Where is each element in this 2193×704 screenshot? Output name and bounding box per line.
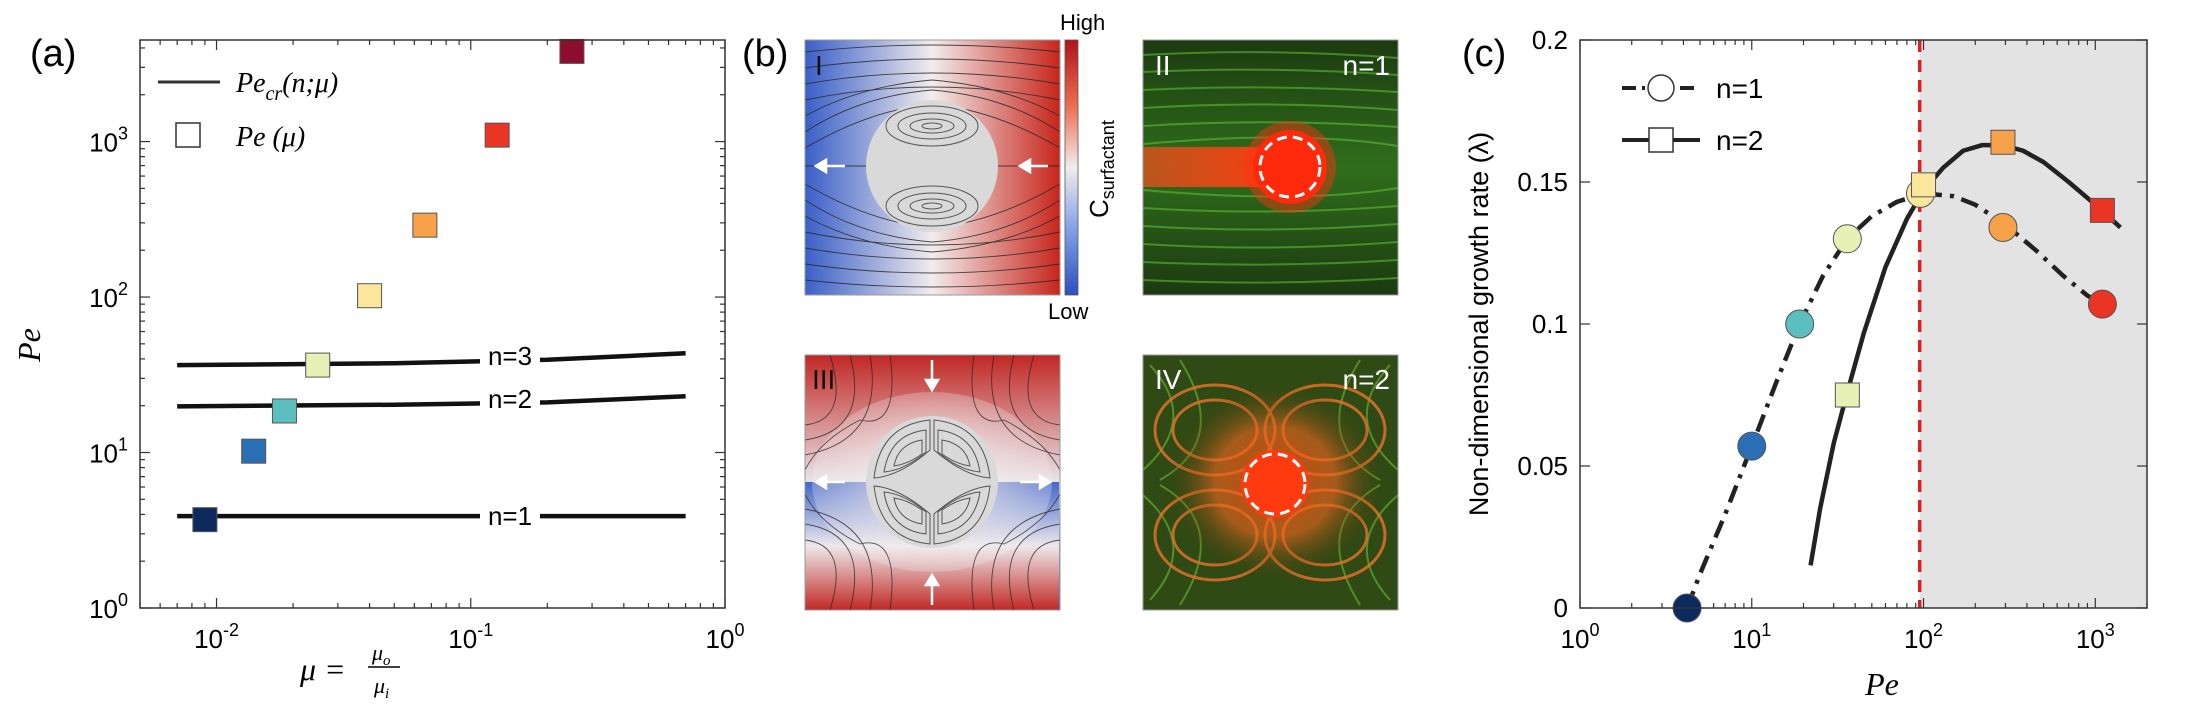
panel-c-ytick-label: 0.05 [1517,451,1568,481]
growth-marker-n2 [1990,129,2016,155]
pe-marker [484,122,510,148]
critical-curve-label: n=1 [488,501,532,531]
panel-c-ytick-label: 0.2 [1532,25,1568,55]
panel-a-critical-curves: n=1 n=2 n=3 [177,341,686,531]
panel-c-ytick-label: 0.1 [1532,309,1568,339]
panel-c-xtick-label: 103 [2076,620,2115,654]
tile-IV-experiment [1143,355,1398,610]
panel-a-legend: Pecr(n;μ) Pe (μ) [158,68,338,153]
svg-text:μo: μo [371,640,391,669]
growth-marker-n1 [1832,224,1862,254]
growth-curve-n2 [1808,142,2122,566]
panel-a-ytick-label: 100 [89,590,128,624]
panel-a-xlabel: μ = μo μi [299,640,400,702]
panel-a-ytick-label: 102 [89,279,128,313]
pe-marker [357,283,383,309]
growth-marker-n2 [1834,382,1860,408]
growth-marker-n1 [1737,431,1767,461]
panel-a-ytick-label: 103 [89,124,128,158]
legend-n2-label: n=2 [1716,125,1764,156]
panel-c-axes-frame [1579,39,2148,609]
panel-a: (a) 10-2 10-1 100 100 101 102 103 n=1 n=2 n=3 Pe… [11,33,744,702]
panel-c-legend: n=1 n=2 [1622,73,1764,156]
tile-IV-mode-label: n=2 [1343,364,1391,395]
growth-marker-n1 [2087,289,2117,319]
colorbar-low-label: Low [1048,299,1088,324]
panel-c-markers [1672,129,2117,623]
tile-II-experiment [1143,40,1398,295]
panel-a-ylabel: Pe [11,328,47,363]
panel-b: (b) [742,10,1399,611]
critical-curve-label: n=3 [488,341,532,371]
critical-curve-n2 [177,394,686,409]
colorbar: High Low Csurfactant [1048,10,1118,324]
critical-curve-label: n=2 [488,384,532,414]
legend-marker-swatch [175,122,201,148]
panel-a-xtick-label: 10-2 [194,620,239,654]
pe-marker [192,507,218,533]
panel-c-xtick-label: 100 [1561,620,1600,654]
panel-a-axes-frame [139,39,726,609]
panel-a-ytick-label: 101 [89,435,128,469]
tile-IV-label: IV [1155,364,1182,395]
growth-marker-n2 [2089,197,2115,223]
panel-a-ticks: 10-2 10-1 100 100 101 102 103 [89,40,744,654]
colorbar-high-label: High [1060,10,1105,35]
legend-line-label: Pecr(n;μ) [235,68,338,105]
panel-a-xtick-label: 10-1 [448,620,493,654]
supercritical-region [1919,40,2147,608]
tile-I-simulation [805,40,1060,295]
growth-marker-n1 [1988,212,2018,242]
panel-a-markers [192,38,585,533]
legend-n2-marker [1648,127,1674,153]
svg-text:μ =: μ = [299,651,346,687]
panel-c-ylabel: Non-dimensional growth rate (λ) [1464,132,1494,516]
panel-c-ticks: 100 101 102 103 0 0.05 0.1 0.15 0.2 [1517,25,2148,654]
pe-marker [559,38,585,64]
panel-a-xtick-label: 100 [706,620,745,654]
growth-marker-n2 [1911,172,1937,198]
panel-c-xlabel: Pe [1864,666,1899,702]
panel-c-xtick-label: 101 [1732,620,1771,654]
tile-III-simulation [805,355,1060,610]
colorbar-quantity-label: Csurfactant [1084,120,1118,218]
tile-I-label: I [815,50,823,81]
legend-marker-label: Pe (μ) [235,122,305,153]
pe-marker [412,212,438,238]
pe-marker [305,352,331,378]
tile-III-label: III [812,364,835,395]
colorbar-gradient [1064,39,1079,296]
panel-c-ytick-label: 0.15 [1517,167,1568,197]
pe-marker [241,438,267,464]
panel-b-label: (b) [742,33,788,75]
legend-n1-label: n=1 [1716,73,1764,104]
panel-a-label: (a) [30,33,76,75]
svg-text:μi: μi [373,673,389,702]
tile-II-label: II [1155,50,1171,81]
growth-marker-n1 [1785,309,1815,339]
pe-marker [271,398,297,424]
legend-n1-marker [1647,74,1675,102]
panel-c-label: (c) [1462,33,1506,75]
tile-II-mode-label: n=1 [1343,50,1391,81]
panel-c-ytick-label: 0 [1554,593,1568,623]
panel-c-xtick-label: 102 [1904,620,1943,654]
critical-curve-n3 [177,351,686,368]
